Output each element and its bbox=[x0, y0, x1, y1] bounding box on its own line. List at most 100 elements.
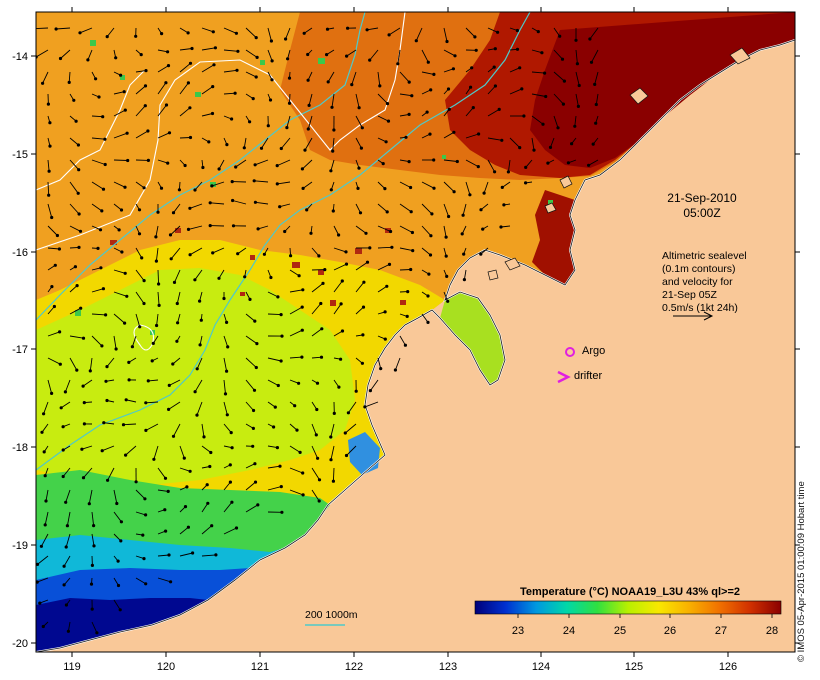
velocity-arrow-head bbox=[164, 81, 168, 85]
velocity-arrow-head bbox=[576, 104, 581, 108]
velocity-arrow-head bbox=[520, 87, 524, 91]
velocity-arrow-head bbox=[57, 247, 62, 251]
velocity-arrow-head bbox=[427, 272, 431, 276]
velocity-arrow-head bbox=[119, 520, 123, 524]
velocity-arrow-head bbox=[279, 485, 283, 489]
velocity-arrow bbox=[421, 89, 431, 95]
velocity-arrow bbox=[377, 263, 390, 271]
velocity-arrow-head bbox=[95, 631, 99, 635]
velocity-arrow-head bbox=[225, 369, 229, 373]
velocity-arrow-head bbox=[594, 102, 598, 107]
x-tick-label: 122 bbox=[345, 661, 363, 673]
colorbar-gradient bbox=[474, 600, 782, 615]
velocity-arrow-head bbox=[451, 67, 455, 71]
velocity-arrow-head bbox=[471, 106, 475, 110]
velocity-arrow bbox=[289, 329, 303, 337]
velocity-arrow-head bbox=[275, 164, 279, 168]
velocity-arrow bbox=[369, 49, 379, 61]
velocity-arrow bbox=[69, 225, 81, 232]
velocity-arrow bbox=[170, 247, 181, 260]
velocity-arrow-head bbox=[432, 186, 436, 190]
velocity-arrow-head bbox=[254, 75, 258, 79]
velocity-arrow-head bbox=[493, 170, 497, 174]
velocity-arrow-head bbox=[191, 551, 195, 555]
velocity-arrows bbox=[36, 26, 599, 635]
velocity-arrow-head bbox=[236, 252, 240, 256]
velocity-arrow bbox=[377, 357, 382, 369]
velocity-arrow-head bbox=[154, 259, 158, 263]
velocity-arrow bbox=[113, 313, 125, 324]
velocity-arrow-head bbox=[407, 112, 411, 116]
velocity-arrow bbox=[465, 27, 476, 38]
velocity-arrow bbox=[257, 225, 269, 230]
velocity-arrow-head bbox=[62, 583, 66, 587]
velocity-arrow-head bbox=[195, 367, 199, 371]
velocity-arrow-head bbox=[99, 266, 103, 270]
velocity-arrow-head bbox=[384, 140, 388, 144]
velocity-arrow-head bbox=[217, 167, 221, 171]
velocity-arrow-head bbox=[452, 190, 456, 194]
velocity-arrow bbox=[131, 335, 137, 347]
bathy-contour-1000 bbox=[36, 12, 366, 321]
velocity-arrow-head bbox=[205, 483, 209, 487]
velocity-arrow-head bbox=[344, 250, 348, 254]
velocity-arrow-head bbox=[326, 80, 330, 84]
velocity-arrow bbox=[125, 445, 137, 456]
velocity-arrow-head bbox=[134, 34, 138, 38]
velocity-arrow-head bbox=[378, 84, 382, 88]
altimetry-line-4: 21-Sep 05Z bbox=[662, 289, 717, 301]
colorbar-tick-label: 23 bbox=[512, 625, 524, 637]
velocity-arrow-head bbox=[67, 80, 71, 84]
y-tick-label: -17 bbox=[12, 344, 28, 356]
velocity-arrow bbox=[223, 357, 228, 372]
velocity-arrow-head bbox=[217, 276, 221, 280]
velocity-arrow bbox=[277, 159, 291, 167]
velocity-arrow bbox=[201, 423, 205, 437]
velocity-arrow-head bbox=[171, 434, 176, 438]
velocity-arrow bbox=[157, 104, 167, 117]
velocity-arrow bbox=[302, 159, 313, 170]
velocity-arrow-head bbox=[103, 137, 107, 141]
velocity-arrow-head bbox=[558, 34, 562, 38]
velocity-arrow bbox=[355, 203, 361, 214]
velocity-arrow-head bbox=[363, 405, 367, 409]
velocity-arrow bbox=[91, 511, 95, 526]
velocity-arrow-head bbox=[58, 362, 62, 366]
velocity-arrow-head bbox=[195, 413, 199, 417]
velocity-arrow bbox=[531, 49, 543, 54]
altimetry-line-2: (0.1m contours) bbox=[662, 263, 736, 275]
altimetry-line-5: 0.5m/s (1kt 24h) bbox=[662, 302, 738, 314]
coastline-dark bbox=[36, 39, 795, 652]
velocity-arrow-head bbox=[396, 62, 400, 66]
velocity-arrow bbox=[113, 533, 122, 542]
argo-marker bbox=[565, 347, 575, 357]
velocity-arrow bbox=[553, 93, 564, 105]
velocity-arrow-head bbox=[222, 296, 226, 301]
velocity-arrow bbox=[91, 288, 104, 293]
velocity-arrow-head bbox=[126, 158, 130, 163]
velocity-arrow bbox=[82, 379, 93, 387]
velocity-arrow bbox=[218, 269, 225, 279]
velocity-arrow bbox=[91, 203, 103, 212]
velocity-arrow bbox=[179, 48, 193, 51]
time-label: 05:00Z bbox=[683, 206, 721, 220]
velocity-arrow-head bbox=[101, 187, 106, 191]
velocity-arrow-head bbox=[171, 211, 176, 215]
colorbar-tick-label: 28 bbox=[766, 625, 778, 637]
velocity-arrow bbox=[415, 27, 423, 41]
velocity-arrow bbox=[201, 27, 214, 33]
velocity-arrow-head bbox=[172, 280, 177, 284]
velocity-arrow bbox=[267, 291, 279, 298]
velocity-arrow-head bbox=[315, 381, 320, 385]
velocity-arrow-head bbox=[97, 95, 101, 99]
velocity-arrow-head bbox=[340, 329, 345, 333]
velocity-arrow bbox=[377, 71, 381, 86]
velocity-arrow bbox=[333, 330, 343, 337]
velocity-arrow-head bbox=[262, 252, 266, 256]
velocity-arrow-head bbox=[561, 102, 566, 106]
velocity-arrow-head bbox=[53, 263, 57, 267]
velocity-arrow bbox=[47, 159, 50, 172]
y-tick-label: -20 bbox=[12, 638, 28, 650]
velocity-arrow-head bbox=[159, 186, 164, 190]
velocity-arrow-head bbox=[188, 253, 192, 257]
